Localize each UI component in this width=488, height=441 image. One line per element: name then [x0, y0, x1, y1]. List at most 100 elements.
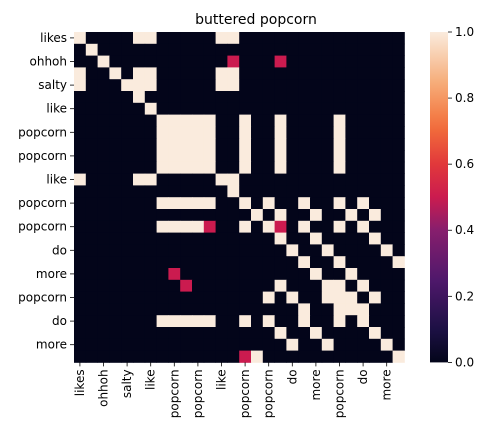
- heatmap-cell: [392, 102, 405, 115]
- heatmap-cell: [133, 67, 146, 80]
- heatmap-cell: [156, 114, 169, 127]
- heatmap-cell: [345, 256, 358, 269]
- heatmap-cell: [97, 150, 110, 163]
- heatmap-cell: [345, 303, 358, 316]
- y-tick-label: like: [46, 102, 67, 116]
- heatmap-cell: [262, 55, 275, 68]
- heatmap-cell: [286, 291, 299, 304]
- heatmap-cell: [97, 338, 110, 351]
- heatmap-cell: [357, 114, 370, 127]
- heatmap-cell: [310, 350, 323, 363]
- heatmap-cell: [333, 197, 346, 210]
- heatmap-cell: [180, 291, 193, 304]
- heatmap-cell: [262, 161, 275, 174]
- heatmap-cell: [156, 161, 169, 174]
- heatmap-cell: [180, 102, 193, 115]
- heatmap-cell: [369, 209, 382, 222]
- heatmap-cell: [180, 350, 193, 363]
- heatmap-cell: [262, 126, 275, 139]
- heatmap-cell: [180, 220, 193, 233]
- heatmap-cell: [74, 67, 87, 80]
- heatmap-cell: [203, 268, 216, 281]
- heatmap-cell: [121, 291, 134, 304]
- heatmap-cell: [310, 55, 323, 68]
- heatmap-cell: [333, 209, 346, 222]
- heatmap-cell: [239, 303, 252, 316]
- heatmap-cell: [109, 327, 122, 340]
- y-tick-label: do: [52, 243, 67, 257]
- heatmap-cell: [262, 173, 275, 186]
- heatmap-cell: [333, 244, 346, 257]
- heatmap-cell: [109, 32, 122, 45]
- x-tick-label: popcorn: [333, 369, 347, 418]
- heatmap-cell: [144, 67, 157, 80]
- heatmap-cell: [274, 338, 287, 351]
- heatmap-cell: [109, 185, 122, 198]
- heatmap-cell: [369, 114, 382, 127]
- heatmap-cell: [298, 232, 311, 245]
- heatmap-cell: [345, 338, 358, 351]
- heatmap-cell: [144, 338, 157, 351]
- heatmap-cell: [345, 32, 358, 45]
- y-tick-label: popcorn: [18, 125, 67, 139]
- heatmap-cell: [333, 220, 346, 233]
- heatmap-cell: [262, 220, 275, 233]
- heatmap-cell: [85, 161, 98, 174]
- heatmap-cell: [97, 197, 110, 210]
- x-tick-label: popcorn: [167, 369, 181, 418]
- heatmap-cell: [286, 209, 299, 222]
- heatmap-cell: [357, 338, 370, 351]
- heatmap-cell: [156, 303, 169, 316]
- heatmap-cell: [274, 315, 287, 328]
- heatmap-cell: [274, 79, 287, 92]
- heatmap-cell: [180, 279, 193, 292]
- heatmap-cell: [203, 161, 216, 174]
- heatmap-cell: [133, 279, 146, 292]
- heatmap-cell: [392, 43, 405, 56]
- heatmap-cell: [168, 303, 181, 316]
- heatmap-cell: [109, 291, 122, 304]
- heatmap-cell: [156, 268, 169, 281]
- heatmap-cell: [97, 173, 110, 186]
- heatmap-cell: [274, 114, 287, 127]
- heatmap-cell: [345, 279, 358, 292]
- heatmap-cell: [215, 173, 228, 186]
- heatmap-cell: [192, 220, 205, 233]
- heatmap-cell: [144, 126, 157, 139]
- heatmap-cell: [239, 197, 252, 210]
- heatmap-cell: [262, 338, 275, 351]
- heatmap-cell: [274, 173, 287, 186]
- heatmap-cell: [286, 67, 299, 80]
- heatmap-cell: [203, 244, 216, 257]
- heatmap-cell: [85, 268, 98, 281]
- heatmap-cell: [369, 102, 382, 115]
- heatmap-cell: [286, 256, 299, 269]
- heatmap-cell: [121, 102, 134, 115]
- heatmap-cell: [239, 338, 252, 351]
- heatmap-cell: [333, 315, 346, 328]
- heatmap-cell: [310, 67, 323, 80]
- heatmap-cell: [262, 43, 275, 56]
- heatmap-cell: [239, 327, 252, 340]
- heatmap-cell: [97, 291, 110, 304]
- heatmap-cell: [321, 67, 334, 80]
- heatmap-cell: [310, 209, 323, 222]
- heatmap-cell: [239, 55, 252, 68]
- heatmap-cell: [298, 138, 311, 151]
- heatmap-cell: [286, 244, 299, 257]
- heatmap-cell: [192, 244, 205, 257]
- heatmap-cell: [192, 350, 205, 363]
- heatmap-cell: [310, 232, 323, 245]
- heatmap-cell: [321, 185, 334, 198]
- heatmap-cell: [251, 32, 264, 45]
- heatmap-cell: [310, 102, 323, 115]
- heatmap-cell: [215, 244, 228, 257]
- heatmap-cell: [215, 67, 228, 80]
- heatmap-cell: [156, 32, 169, 45]
- heatmap-cell: [274, 55, 287, 68]
- heatmap-cell: [357, 173, 370, 186]
- heatmap-cell: [286, 279, 299, 292]
- heatmap-cell: [74, 102, 87, 115]
- heatmap-cell: [85, 32, 98, 45]
- heatmap-cell: [144, 79, 157, 92]
